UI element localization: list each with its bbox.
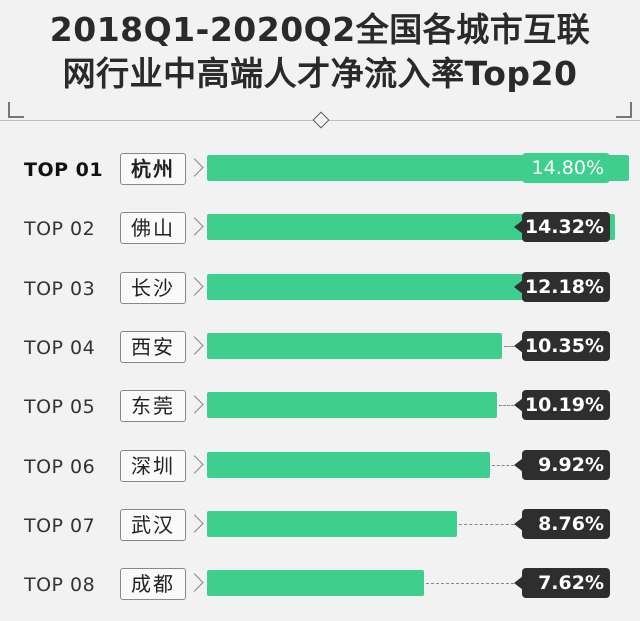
rank-label: TOP 05 <box>24 396 96 419</box>
rank-label: TOP 03 <box>24 277 96 300</box>
value-label: 10.19% <box>522 390 610 421</box>
rank-label: TOP 04 <box>24 336 96 359</box>
rank-label: TOP 06 <box>24 455 96 478</box>
rank-label: TOP 01 <box>24 159 104 181</box>
bar <box>207 570 425 597</box>
bar <box>207 451 490 478</box>
city-label: 武汉 <box>120 508 186 541</box>
chevron-right-icon <box>185 336 204 355</box>
city-label: 佛山 <box>120 212 186 245</box>
value-label: 12.18% <box>522 271 610 302</box>
value-label: 7.62% <box>522 568 610 599</box>
chevron-right-icon <box>185 395 204 414</box>
corner-ornament-right <box>616 102 632 118</box>
value-label: 9.92% <box>522 449 610 480</box>
rank-label: TOP 08 <box>24 574 96 597</box>
city-label: 成都 <box>120 568 186 601</box>
leader-line <box>426 583 514 585</box>
rank-label: TOP 07 <box>24 514 96 537</box>
chevron-right-icon <box>185 276 204 296</box>
leader-line <box>503 345 514 347</box>
chevron-right-icon <box>185 454 204 474</box>
chevron-right-icon <box>185 514 204 533</box>
city-label: 深圳 <box>120 449 186 482</box>
chart-title-line-2: 网行业中高端人才净流入率Top20 <box>62 54 578 93</box>
badge-pointer-icon <box>514 161 523 175</box>
badge-pointer-icon <box>514 576 523 591</box>
chevron-right-icon <box>185 158 204 177</box>
bar-row: TOP 05 东莞 10.19% <box>0 387 640 427</box>
chart-title: 2018Q1-2020Q2全国各城市互联 网行业中高端人才净流入率Top20 <box>0 8 640 96</box>
bar-row: TOP 03 长沙 12.18% <box>0 269 640 309</box>
leader-line <box>491 464 514 466</box>
city-label: 东莞 <box>120 390 186 423</box>
chevron-right-icon <box>185 573 204 592</box>
badge-pointer-icon <box>514 457 523 472</box>
rank-label: TOP 02 <box>24 218 96 241</box>
corner-ornament-left <box>8 102 24 118</box>
badge-pointer-icon <box>514 516 523 531</box>
leader-line <box>499 405 514 407</box>
bar-row: TOP 04 西安 10.35% <box>0 328 640 368</box>
city-label: 杭州 <box>120 153 186 185</box>
badge-pointer-icon <box>514 398 523 413</box>
city-label: 长沙 <box>120 271 186 304</box>
bar <box>207 273 554 300</box>
bar-row: TOP 02 佛山 14.32% <box>0 209 640 249</box>
value-label: 8.76% <box>522 508 610 539</box>
bar-row: TOP 01 杭州 14.80% <box>0 150 640 190</box>
diamond-ornament-icon <box>312 111 330 129</box>
chart-title-line-1: 2018Q1-2020Q2全国各城市互联 <box>49 10 591 49</box>
chevron-right-icon <box>185 217 204 236</box>
bar <box>207 510 457 537</box>
city-label: 西安 <box>120 330 186 363</box>
bar-row: TOP 08 成都 7.62% <box>0 565 640 605</box>
badge-pointer-icon <box>514 338 523 353</box>
bar-row: TOP 06 深圳 9.92% <box>0 447 640 487</box>
badge-pointer-icon <box>514 220 523 235</box>
bar <box>207 332 502 359</box>
leader-line <box>458 523 514 525</box>
value-label: 14.32% <box>522 212 610 243</box>
badge-pointer-icon <box>514 279 523 294</box>
value-label: 10.35% <box>522 330 610 361</box>
value-label: 14.80% <box>522 153 610 183</box>
bar-row: TOP 07 武汉 8.76% <box>0 506 640 546</box>
bar <box>207 392 498 419</box>
